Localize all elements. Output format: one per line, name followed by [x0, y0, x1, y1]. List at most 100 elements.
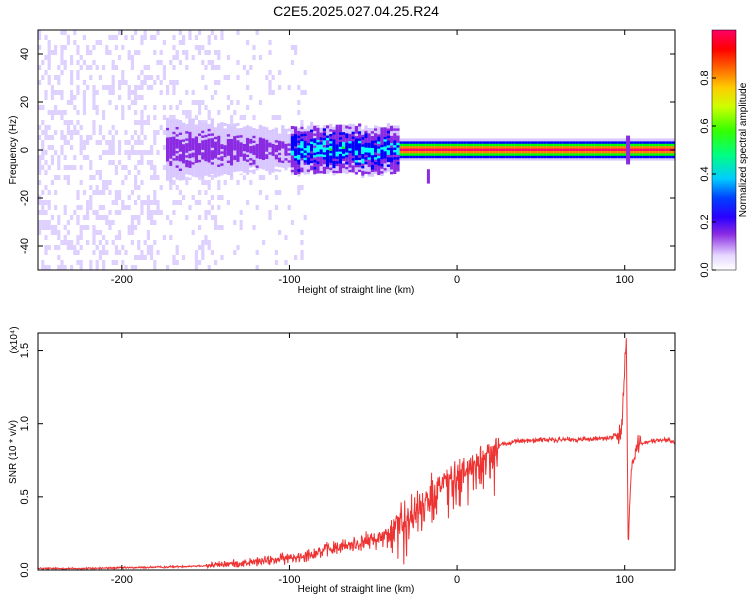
spectrogram-cell	[169, 153, 173, 157]
spectrogram-cell	[66, 40, 70, 45]
spectrogram-cell	[236, 166, 240, 170]
spectrogram-cell	[588, 152, 592, 156]
spectrogram-cell	[268, 154, 272, 157]
spectrogram-cell	[140, 210, 144, 215]
spectrogram-cell	[150, 175, 154, 180]
spectrogram-cell	[537, 145, 541, 149]
spectrogram-cell	[348, 154, 352, 158]
spectrogram-cells	[38, 30, 675, 270]
spectrogram-cell	[210, 128, 214, 131]
spectrogram-cell	[140, 85, 144, 90]
spectrogram-cell	[412, 155, 416, 159]
spectrogram-cell	[303, 149, 307, 153]
spectrogram-cell	[530, 152, 534, 156]
spectrogram-cell	[60, 145, 64, 150]
spectrogram-cell	[649, 157, 653, 161]
spectrogram-cell	[118, 120, 122, 125]
spectrogram-cell	[191, 60, 195, 65]
spectrogram-cell	[300, 90, 304, 95]
spectrogram-cell	[278, 164, 282, 168]
spectrogram-cell	[102, 200, 106, 205]
spectrogram-cell	[518, 143, 522, 147]
spectrogram-cell	[194, 150, 198, 154]
spectrogram-cell	[102, 140, 106, 145]
spectrogram-cell	[479, 157, 483, 161]
spectrogram-cell	[361, 160, 365, 164]
spectrogram-cell	[172, 90, 176, 95]
spectrogram-cell	[441, 148, 445, 151]
spectrogram-cell	[172, 235, 176, 240]
spectrogram-cell	[121, 115, 125, 120]
spectrogram-cell	[134, 225, 138, 230]
spectrogram-cell	[294, 136, 298, 139]
spectrogram-cell	[386, 127, 390, 131]
spectrogram-cell	[111, 145, 115, 150]
spectrogram-cell	[82, 150, 86, 155]
spectrogram-cell	[377, 164, 381, 168]
spectrogram-cell	[246, 137, 250, 141]
spectrogram-cell	[582, 143, 586, 147]
spectrogram-cell	[361, 151, 365, 154]
spectrogram-cell	[134, 95, 138, 100]
spectrogram-cell	[191, 137, 195, 141]
spectrogram-cell	[620, 157, 624, 161]
spectrogram-cell	[217, 135, 221, 139]
spectrogram-cell	[396, 132, 400, 136]
spectrogram-cell	[271, 162, 275, 166]
spectrogram-cell	[361, 148, 365, 152]
spectrogram-cell	[412, 145, 416, 149]
spectrogram-cell	[287, 85, 291, 90]
spectrogram-cell	[281, 131, 285, 135]
spectrogram-x-tick-label: -100	[278, 274, 300, 286]
spectrogram-cell	[242, 148, 246, 152]
spectrogram-cell	[178, 151, 182, 155]
spectrogram-cell	[668, 157, 672, 161]
spectrogram-cell	[278, 130, 282, 134]
spectrogram-cell	[54, 240, 58, 245]
spectrogram-cell	[127, 90, 131, 95]
spectrogram-cell	[214, 55, 218, 60]
spectrogram-cell	[153, 210, 157, 215]
spectrogram-cell	[114, 75, 118, 80]
spectrogram-cell	[140, 70, 144, 75]
spectrogram-cell	[134, 100, 138, 105]
spectrogram-cell	[393, 137, 397, 141]
spectrogram-cell	[326, 158, 330, 162]
spectrogram-cell	[438, 157, 442, 161]
spectrogram-cell	[406, 143, 410, 147]
spectrogram-cell	[338, 153, 342, 157]
spectrogram-cell	[95, 165, 99, 170]
spectrogram-cell	[217, 65, 221, 70]
spectrogram-cell	[652, 143, 656, 147]
spectrogram-cell	[166, 156, 170, 160]
spectrogram-cell	[82, 165, 86, 170]
spectrogram-cell	[66, 175, 70, 180]
spectrogram-cell	[217, 123, 221, 127]
spectrogram-cell	[60, 205, 64, 210]
spectrogram-cell	[486, 157, 490, 161]
spectrogram-cell	[143, 180, 147, 185]
spectrogram-cell	[390, 156, 394, 160]
spectrogram-cell	[345, 135, 349, 139]
spectrogram-cell	[639, 145, 643, 149]
spectrogram-cell	[380, 137, 384, 140]
spectrogram-cell	[239, 161, 243, 164]
spectrogram-cell	[137, 185, 141, 190]
spectrogram-cell	[262, 145, 266, 148]
spectrogram-cell	[367, 161, 371, 165]
spectrogram-cell	[233, 125, 237, 129]
spectrogram-cell	[252, 132, 256, 136]
spectrogram-cell	[47, 145, 51, 150]
spectrogram-cell	[102, 55, 106, 60]
spectrogram-cell	[70, 135, 74, 140]
spectrogram-cell	[210, 142, 214, 146]
spectrogram-cell	[63, 110, 67, 115]
spectrogram-cell	[511, 148, 515, 151]
spectrogram-cell	[89, 175, 93, 180]
spectrogram-cell	[214, 169, 218, 173]
spectrogram-cell	[508, 152, 512, 156]
spectrogram-cell	[390, 147, 394, 151]
spectrogram-cell	[166, 151, 170, 155]
spectrogram-cell	[50, 235, 54, 240]
spectrogram-cell	[313, 132, 317, 136]
